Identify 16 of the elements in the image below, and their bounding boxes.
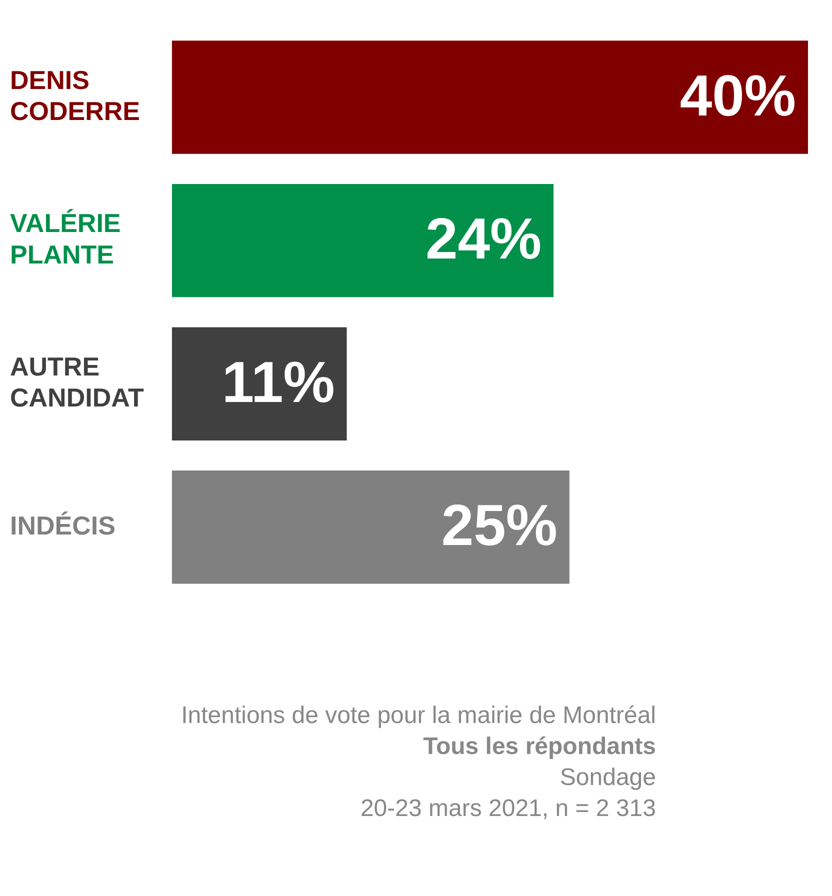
y-tick-label: AUTRE CANDIDAT xyxy=(10,351,144,413)
data-label: 11% xyxy=(222,350,335,415)
data-label: 40% xyxy=(680,63,796,128)
bar xyxy=(172,184,554,298)
bar xyxy=(172,327,347,440)
data-label: 24% xyxy=(425,206,542,272)
text: Tous les répondants xyxy=(422,732,656,762)
bar xyxy=(172,470,570,584)
y-tick-label: INDÉCIS xyxy=(10,510,116,540)
text: Intentions de vote pour la mairie de Montréal xyxy=(180,701,656,731)
text: 20-23 mars 2021, n = 2 313 xyxy=(359,794,656,824)
bar xyxy=(172,40,808,154)
text: Sondage xyxy=(558,763,656,793)
y-tick-label: VALÉRIE PLANTE xyxy=(10,208,121,270)
data-label: 25% xyxy=(441,493,558,558)
y-tick-label: DENIS CODERRE xyxy=(10,64,140,126)
